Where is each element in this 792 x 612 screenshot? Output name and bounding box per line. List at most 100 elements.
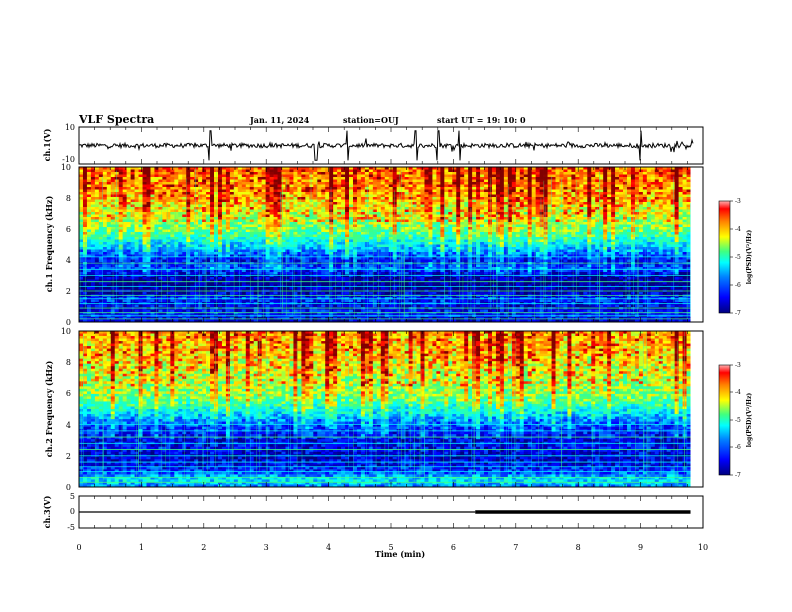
spectrogram-cell bbox=[166, 229, 171, 233]
spectrogram-cell bbox=[551, 177, 556, 180]
spectrogram-cell bbox=[650, 212, 656, 215]
spectrogram-cell bbox=[662, 174, 668, 178]
spectrogram-cell bbox=[245, 239, 251, 243]
spectrogram-cell bbox=[166, 237, 171, 240]
spectrogram-cell bbox=[424, 217, 429, 220]
spectrogram-cell bbox=[388, 242, 394, 245]
spectrogram-cell bbox=[158, 239, 163, 243]
spectrogram-cell bbox=[488, 182, 493, 185]
spectrogram-cell bbox=[82, 232, 88, 235]
spectrogram-cell bbox=[360, 237, 366, 240]
spectrogram-cell bbox=[388, 212, 394, 215]
spectrogram-cell bbox=[464, 222, 469, 225]
spectrogram-cell bbox=[619, 199, 624, 203]
spectrogram-cell bbox=[436, 224, 441, 228]
spectrogram-cell bbox=[666, 187, 672, 190]
spectrogram-cell bbox=[102, 177, 108, 180]
spectrogram-cell bbox=[400, 194, 405, 198]
spectrogram-cell bbox=[217, 169, 223, 173]
spectrogram-cell bbox=[309, 189, 314, 193]
spectrogram-cell bbox=[460, 232, 465, 235]
spectrogram-cell bbox=[559, 222, 564, 225]
spectrogram-cell bbox=[535, 219, 540, 223]
spectrogram-cell bbox=[337, 194, 342, 198]
spectrogram-cell bbox=[654, 174, 660, 178]
spectrogram-cell bbox=[571, 212, 576, 215]
spectrogram-cell bbox=[674, 224, 679, 228]
spectrogram-cell bbox=[444, 237, 449, 240]
spectrogram-cell bbox=[603, 177, 608, 180]
spectrogram-cell bbox=[158, 219, 163, 223]
spectrogram-cell bbox=[217, 232, 223, 235]
spectrogram-cell bbox=[587, 172, 592, 175]
spectrogram-cell bbox=[484, 184, 489, 188]
spectrogram-cell bbox=[595, 189, 600, 193]
spectrogram-cell bbox=[623, 187, 628, 190]
spectrogram-cell bbox=[603, 204, 608, 208]
spectrogram-cell bbox=[654, 187, 660, 190]
spectrogram-cell bbox=[333, 217, 338, 220]
spectrogram-cell bbox=[460, 237, 465, 240]
spectrogram-cell bbox=[634, 184, 640, 188]
spectrogram-cell bbox=[198, 219, 203, 223]
spectrogram-cell bbox=[309, 207, 314, 210]
spectrogram-cell bbox=[488, 244, 493, 248]
spectrogram-cell bbox=[356, 172, 362, 175]
spectrogram-cell bbox=[98, 217, 104, 220]
spectrogram-cell bbox=[480, 237, 485, 240]
spectrogram-cell bbox=[468, 187, 473, 190]
spectrogram-cell bbox=[245, 194, 251, 198]
spectrogram-cell bbox=[448, 212, 453, 215]
spectrogram-cell bbox=[543, 222, 548, 225]
spectrogram-cell bbox=[491, 199, 497, 203]
spectrogram-cell bbox=[436, 217, 441, 220]
spectrogram-cell bbox=[277, 239, 282, 243]
spectrogram-cell bbox=[82, 194, 88, 198]
spectrogram-cell bbox=[214, 214, 219, 218]
spectrogram-cell bbox=[368, 184, 374, 188]
spectrogram-cell bbox=[595, 179, 600, 183]
spectrogram-cell bbox=[638, 187, 644, 190]
spectrogram-cell bbox=[495, 212, 501, 215]
spectrogram-cell bbox=[102, 169, 108, 173]
spectrogram-cell bbox=[98, 219, 104, 223]
spectrogram-cell bbox=[79, 202, 84, 205]
spectrogram-cell bbox=[468, 194, 473, 198]
spectrogram-cell bbox=[686, 237, 691, 240]
spectrogram-cell bbox=[472, 227, 477, 230]
spectrogram-cell bbox=[412, 234, 417, 238]
spectrogram-cell bbox=[372, 207, 378, 210]
spectrogram-cell bbox=[186, 194, 191, 198]
spectrogram-cell bbox=[90, 212, 96, 215]
spectrogram-cell bbox=[106, 214, 112, 218]
spectrogram-cell bbox=[523, 179, 529, 183]
spectrogram-cell bbox=[491, 182, 497, 185]
spectrogram-cell bbox=[349, 189, 354, 193]
spectrogram-cell bbox=[281, 234, 286, 238]
spectrogram-cell bbox=[579, 237, 584, 240]
spectrogram-cell bbox=[634, 244, 640, 248]
spectrogram-cell bbox=[638, 169, 644, 173]
spectrogram-cell bbox=[289, 192, 294, 195]
spectrogram-cell bbox=[511, 202, 517, 205]
spectrogram-cell bbox=[543, 224, 548, 228]
spectrogram-cell bbox=[98, 172, 104, 175]
spectrogram-cell bbox=[142, 214, 147, 218]
spectrogram-cell bbox=[186, 227, 191, 230]
spectrogram-cell bbox=[285, 174, 290, 178]
spectrogram-cell bbox=[297, 212, 302, 215]
spectrogram-cell bbox=[293, 207, 298, 210]
spectrogram-cell bbox=[599, 242, 604, 245]
spectrogram-cell bbox=[499, 227, 505, 230]
spectrogram-cell bbox=[265, 204, 270, 208]
spectrogram-cell bbox=[345, 242, 350, 245]
spectrogram-cell bbox=[515, 244, 521, 248]
spectrogram-cell bbox=[194, 232, 199, 235]
spectrogram-cell bbox=[547, 209, 552, 213]
spectrogram-cell bbox=[372, 174, 378, 178]
spectrogram-cell bbox=[94, 227, 100, 230]
spectrogram-cell bbox=[309, 224, 314, 228]
spectrogram-cell bbox=[305, 214, 310, 218]
spectrogram-cell bbox=[575, 192, 580, 195]
spectrogram-cell bbox=[583, 177, 588, 180]
